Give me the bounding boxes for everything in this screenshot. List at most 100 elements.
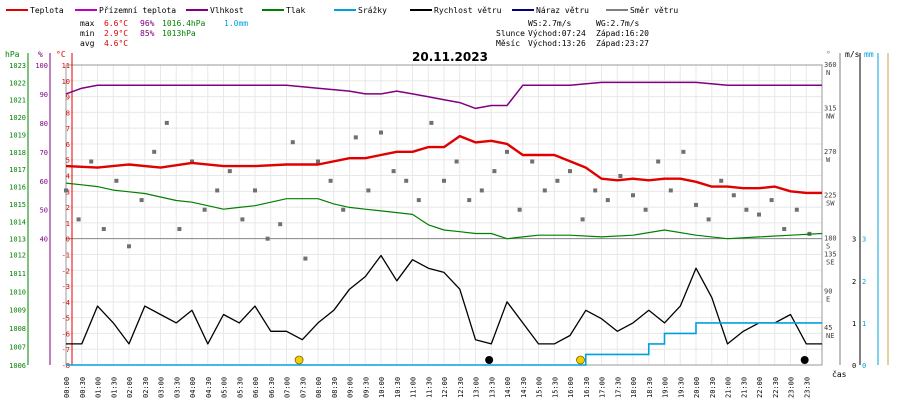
axis-title-rain: mm	[864, 50, 874, 59]
pressure-tick-label: 1017	[9, 166, 26, 174]
moonset-marker	[800, 356, 809, 364]
wind-direction-point	[694, 202, 698, 207]
pressure-tick-label: 1012	[9, 251, 26, 259]
wind-direction-point	[227, 169, 232, 174]
time-tick-label: 22:30	[772, 377, 780, 398]
stats-avg-label: avg	[80, 39, 95, 48]
wind-direction-point	[442, 178, 446, 183]
wind-direction-point	[152, 149, 157, 154]
wind-direction-point	[643, 207, 648, 212]
humidity-tick-label: 40	[40, 236, 48, 244]
temperature-tick-label: -8	[62, 362, 70, 370]
wind-direction-point	[253, 188, 257, 193]
wind-direction-point	[353, 135, 358, 140]
wind-direction-point	[139, 198, 144, 203]
time-tick-label: 06:30	[268, 377, 276, 398]
temperature-tick-label: -1	[62, 251, 70, 259]
stats-wind-wg: WG:2.7m/s	[596, 19, 640, 28]
time-tick-label: 09:00	[347, 377, 355, 398]
legend-label-smer-vetru: Směr větru	[630, 6, 678, 15]
time-tick-label: 17:30	[614, 377, 622, 398]
temperature-tick-label: 1	[66, 220, 70, 228]
time-tick-label: 17:00	[599, 377, 607, 398]
direction-tick-label: 360	[824, 61, 837, 69]
temperature-tick-label: 5	[66, 157, 70, 165]
stats-avg-temp: 4.6°C	[104, 39, 128, 48]
wind-direction-point	[517, 207, 522, 212]
direction-tick-label: W	[826, 156, 831, 164]
stats-moon-set: Západ:23:27	[596, 39, 649, 48]
pressure-tick-label: 1013	[9, 236, 26, 244]
wind-direction-point	[114, 178, 119, 183]
direction-tick-label: N	[826, 69, 830, 77]
time-tick-label: 19:00	[662, 377, 670, 398]
wind-direction-point	[127, 244, 131, 249]
stats-block: max 6.6°C 96% 1016.4hPa 1.0mm min 2.9°C …	[80, 19, 649, 48]
temperature-tick-label: 0	[66, 236, 70, 244]
astro-markers	[294, 355, 809, 365]
time-tick-label: 12:00	[441, 377, 449, 398]
temperature-tick-label: 6	[66, 141, 70, 149]
direction-tick-label: 180	[824, 235, 837, 243]
wind-direction-point	[215, 188, 220, 193]
rain-tick-label: 1	[862, 320, 866, 328]
time-tick-label: 05:00	[221, 377, 229, 398]
temperature-tick-label: 2	[66, 204, 70, 212]
stats-max-label: max	[80, 19, 95, 28]
wind-direction-point	[429, 120, 434, 125]
wind-direction-point	[618, 173, 623, 178]
temperature-tick-label: -5	[62, 315, 70, 323]
speed-tick-label: 3	[852, 236, 856, 244]
humidity-tick-label: 50	[40, 207, 48, 215]
wind-direction-point	[379, 130, 383, 135]
temperature-tick-label: 8	[66, 109, 70, 117]
wind-direction-point	[341, 207, 346, 212]
wind-direction-point	[794, 207, 799, 212]
time-tick-label: 02:30	[142, 377, 150, 398]
wind-direction-point	[744, 207, 749, 212]
stats-max-temp: 6.6°C	[104, 19, 128, 28]
time-tick-label: 02:00	[126, 377, 134, 398]
stats-min-label: min	[80, 29, 95, 38]
stats-sun-set: Západ:16:20	[596, 29, 649, 38]
legend-swatch-srazky	[334, 9, 356, 11]
time-tick-label: 11:30	[425, 377, 433, 398]
pressure-tick-label: 1021	[9, 97, 26, 105]
wind-direction-point	[731, 193, 736, 198]
stats-sun-rise: Východ:07:24	[528, 29, 586, 38]
wind-direction-point	[101, 227, 106, 232]
direction-tick-label: E	[826, 295, 830, 303]
direction-tick-label: 315	[824, 104, 837, 112]
time-tick-label: 21:00	[725, 377, 733, 398]
legend-label-srazky: Srážky	[358, 6, 387, 15]
time-tick-label: 20:30	[709, 377, 717, 398]
wind-direction-point	[177, 227, 182, 232]
legend: Teplota Přízemní teplota Vlhkost Tlak Sr…	[6, 6, 678, 15]
wind-direction-point	[782, 227, 787, 232]
stats-wind-ws: WS:2.7m/s	[528, 19, 572, 28]
wind-direction-point	[681, 149, 686, 154]
pressure-tick-label: 1007	[9, 344, 26, 352]
time-tick-label: 07:00	[284, 377, 292, 398]
direction-tick-label: 90	[824, 287, 832, 295]
legend-label-naraz-vetru: Náraz větru	[536, 6, 589, 15]
pressure-tick-label: 1020	[9, 114, 26, 122]
moonrise-marker	[485, 356, 494, 364]
rain-tick-label: 0	[862, 362, 866, 370]
legend-swatch-teplota	[6, 9, 28, 11]
wind-direction-point	[265, 236, 270, 241]
wind-direction-point	[416, 198, 421, 203]
direction-tick-label: 225	[824, 191, 837, 199]
chart-title: 20.11.2023	[412, 50, 488, 64]
wind-direction-point	[290, 140, 295, 145]
direction-tick-label: 45	[824, 324, 832, 332]
wind-direction-point	[530, 159, 535, 164]
sunrise-marker	[294, 355, 304, 365]
time-tick-label: 07:30	[299, 377, 307, 398]
temperature-line	[65, 134, 822, 195]
stats-min-hum: 85%	[140, 29, 155, 38]
temperature-tick-label: -2	[62, 267, 70, 275]
direction-tick-label: 135	[824, 250, 837, 258]
temperature-tick-label: -3	[62, 283, 70, 291]
wind-direction-point	[202, 207, 207, 212]
